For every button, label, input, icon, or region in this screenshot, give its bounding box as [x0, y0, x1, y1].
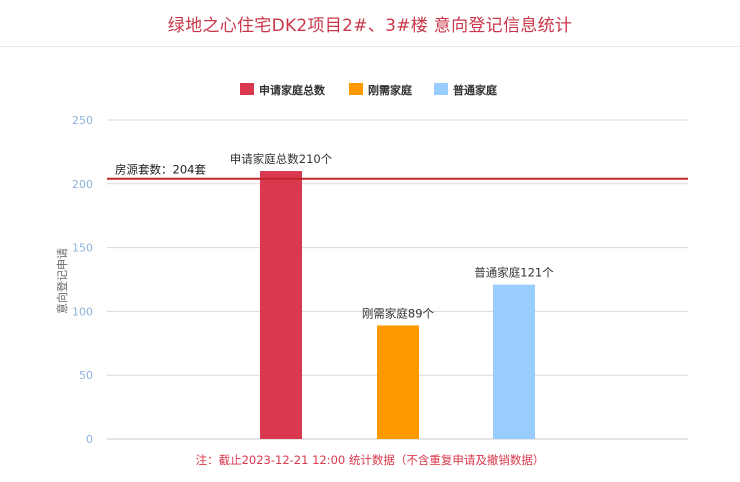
y-tick-label: 50: [79, 369, 93, 382]
bar: [260, 171, 302, 439]
bar-value-label: 普通家庭121个: [474, 266, 554, 280]
legend-label[interactable]: 申请家庭总数: [259, 83, 326, 97]
page-header: 绿地之心住宅DK2项目2#、3#楼 意向登记信息统计: [0, 0, 740, 47]
chart-grid: [107, 119, 688, 440]
y-tick-label: 0: [86, 433, 93, 446]
legend-swatch[interactable]: [240, 83, 254, 95]
bar-chart: 申请家庭总数 刚需家庭 普通家庭 0 50 100 150 200 250 意向登记申请 申请…: [55, 83, 688, 446]
legend-swatch[interactable]: [349, 83, 363, 95]
legend-label[interactable]: 普通家庭: [453, 83, 497, 97]
y-tick-label: 150: [72, 242, 93, 255]
y-axis-ticks: 0 50 100 150 200 250: [72, 114, 93, 446]
page-title: 绿地之心住宅DK2项目2#、3#楼 意向登记信息统计: [167, 15, 573, 36]
bar: [377, 325, 419, 439]
y-tick-label: 250: [72, 114, 93, 127]
reference-line-group: 房源套数：204套: [107, 163, 688, 180]
chart-footnote: 注：截止2023-12-21 12:00 统计数据（不含重复申请及撤销数据）: [195, 453, 545, 467]
chart-legend: 申请家庭总数 刚需家庭 普通家庭: [240, 83, 497, 97]
bar-value-label: 申请家庭总数210个: [230, 152, 333, 166]
legend-label[interactable]: 刚需家庭: [368, 83, 412, 97]
legend-swatch[interactable]: [434, 83, 448, 95]
y-tick-label: 100: [72, 305, 93, 318]
chart-bars: [260, 171, 535, 439]
bar: [493, 284, 535, 439]
y-axis-label: 意向登记申请: [55, 248, 69, 314]
y-tick-label: 200: [72, 178, 93, 191]
reference-line-label: 房源套数：204套: [115, 163, 206, 177]
bar-value-label: 刚需家庭89个: [362, 306, 435, 320]
